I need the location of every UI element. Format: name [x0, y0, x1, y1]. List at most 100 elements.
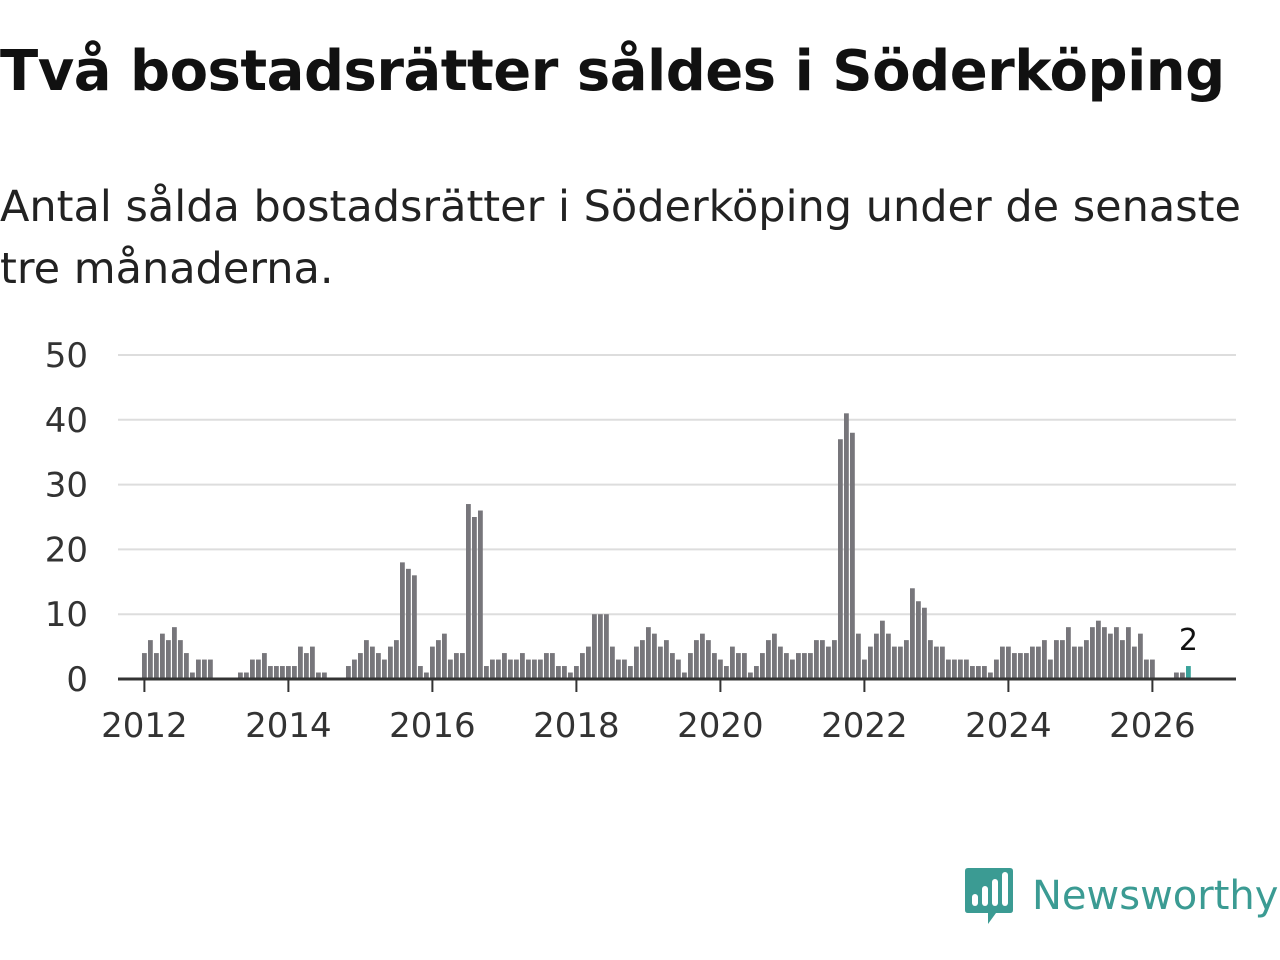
bar: [658, 646, 663, 679]
chart-title: Två bostadsrätter såldes i Söderköping: [0, 39, 1225, 104]
bar: [1150, 659, 1155, 679]
bar: [652, 633, 657, 679]
bar: [610, 646, 615, 679]
bar: [622, 659, 627, 679]
bar: [592, 614, 597, 679]
bar: [436, 640, 441, 679]
bar: [430, 646, 435, 679]
bar: [694, 640, 699, 679]
newsworthy-logo[interactable]: Newsworthy: [964, 866, 1278, 926]
bar: [568, 672, 573, 679]
chart-subtitle: Antal sålda bostadsrätter i Söderköping …: [0, 182, 1241, 294]
x-tick-label: 2012: [101, 706, 188, 746]
bar: [364, 640, 369, 679]
bar: [280, 666, 285, 679]
bar: [874, 633, 879, 679]
x-tick-label: 2018: [533, 706, 620, 746]
bar: [256, 659, 261, 679]
bar: [532, 659, 537, 679]
x-tick-label: 2024: [965, 706, 1052, 746]
bar: [442, 633, 447, 679]
bar: [490, 659, 495, 679]
bar: [844, 413, 849, 679]
bar: [424, 672, 429, 679]
bar: [1036, 646, 1041, 679]
bar: [244, 672, 249, 679]
bar: [808, 653, 813, 679]
bar: [1084, 640, 1089, 679]
bar: [754, 666, 759, 679]
bar: [634, 646, 639, 679]
bar: [466, 504, 471, 679]
bar: [628, 666, 633, 679]
bar: [958, 659, 963, 679]
bar: [946, 659, 951, 679]
bar: [274, 666, 279, 679]
bar: [1108, 633, 1113, 679]
bar: [772, 633, 777, 679]
bar: [838, 439, 843, 679]
bar: [526, 659, 531, 679]
bar: [1180, 672, 1185, 679]
bar: [688, 653, 693, 679]
bar: [1138, 633, 1143, 679]
bar: [670, 653, 675, 679]
bar: [484, 666, 489, 679]
bar: [202, 659, 207, 679]
bar: [892, 646, 897, 679]
bar: [988, 672, 993, 679]
bar: [1006, 646, 1011, 679]
bar: [1048, 659, 1053, 679]
bar: [196, 659, 201, 679]
bar: [400, 562, 405, 679]
y-tick-label: 40: [45, 401, 88, 441]
brand-name: Newsworthy: [1032, 873, 1279, 919]
bar: [520, 653, 525, 679]
bar: [862, 659, 867, 679]
bar: [922, 607, 927, 679]
bar: [898, 646, 903, 679]
bar: [250, 659, 255, 679]
bar: [676, 659, 681, 679]
bar: [1024, 653, 1029, 679]
y-tick-label: 30: [45, 466, 88, 506]
x-tick-label: 2020: [677, 706, 764, 746]
bar: [286, 666, 291, 679]
bar: [304, 653, 309, 679]
bar: [1042, 640, 1047, 679]
bar: [904, 640, 909, 679]
bar: [172, 627, 177, 679]
bar: [760, 653, 765, 679]
bar: [514, 659, 519, 679]
bar: [832, 640, 837, 679]
bar: [1012, 653, 1017, 679]
bar: [358, 653, 363, 679]
bar: [142, 653, 147, 679]
bars: [142, 413, 1191, 679]
bar: [796, 653, 801, 679]
bar: [472, 517, 477, 679]
bar: [682, 672, 687, 679]
bar: [346, 666, 351, 679]
bar: [1174, 672, 1179, 679]
bar-highlight: [1186, 666, 1191, 679]
bar: [766, 640, 771, 679]
bar: [478, 510, 483, 679]
bar: [778, 646, 783, 679]
bar: [952, 659, 957, 679]
x-axis-labels: 2012 2014 2016 2018 2020 2022 2024 2026: [101, 706, 1196, 746]
bar: [394, 640, 399, 679]
bar: [562, 666, 567, 679]
y-axis-labels: 0 10 20 30 40 50: [45, 336, 88, 700]
bar: [544, 653, 549, 679]
bar: [1072, 646, 1077, 679]
bar: [1132, 646, 1137, 679]
bar: [1000, 646, 1005, 679]
bar: [868, 646, 873, 679]
bar: [508, 659, 513, 679]
bar: [1096, 620, 1101, 679]
bar: [1030, 646, 1035, 679]
bar: [1018, 653, 1023, 679]
x-tick-label: 2026: [1109, 706, 1196, 746]
bar: [1120, 640, 1125, 679]
